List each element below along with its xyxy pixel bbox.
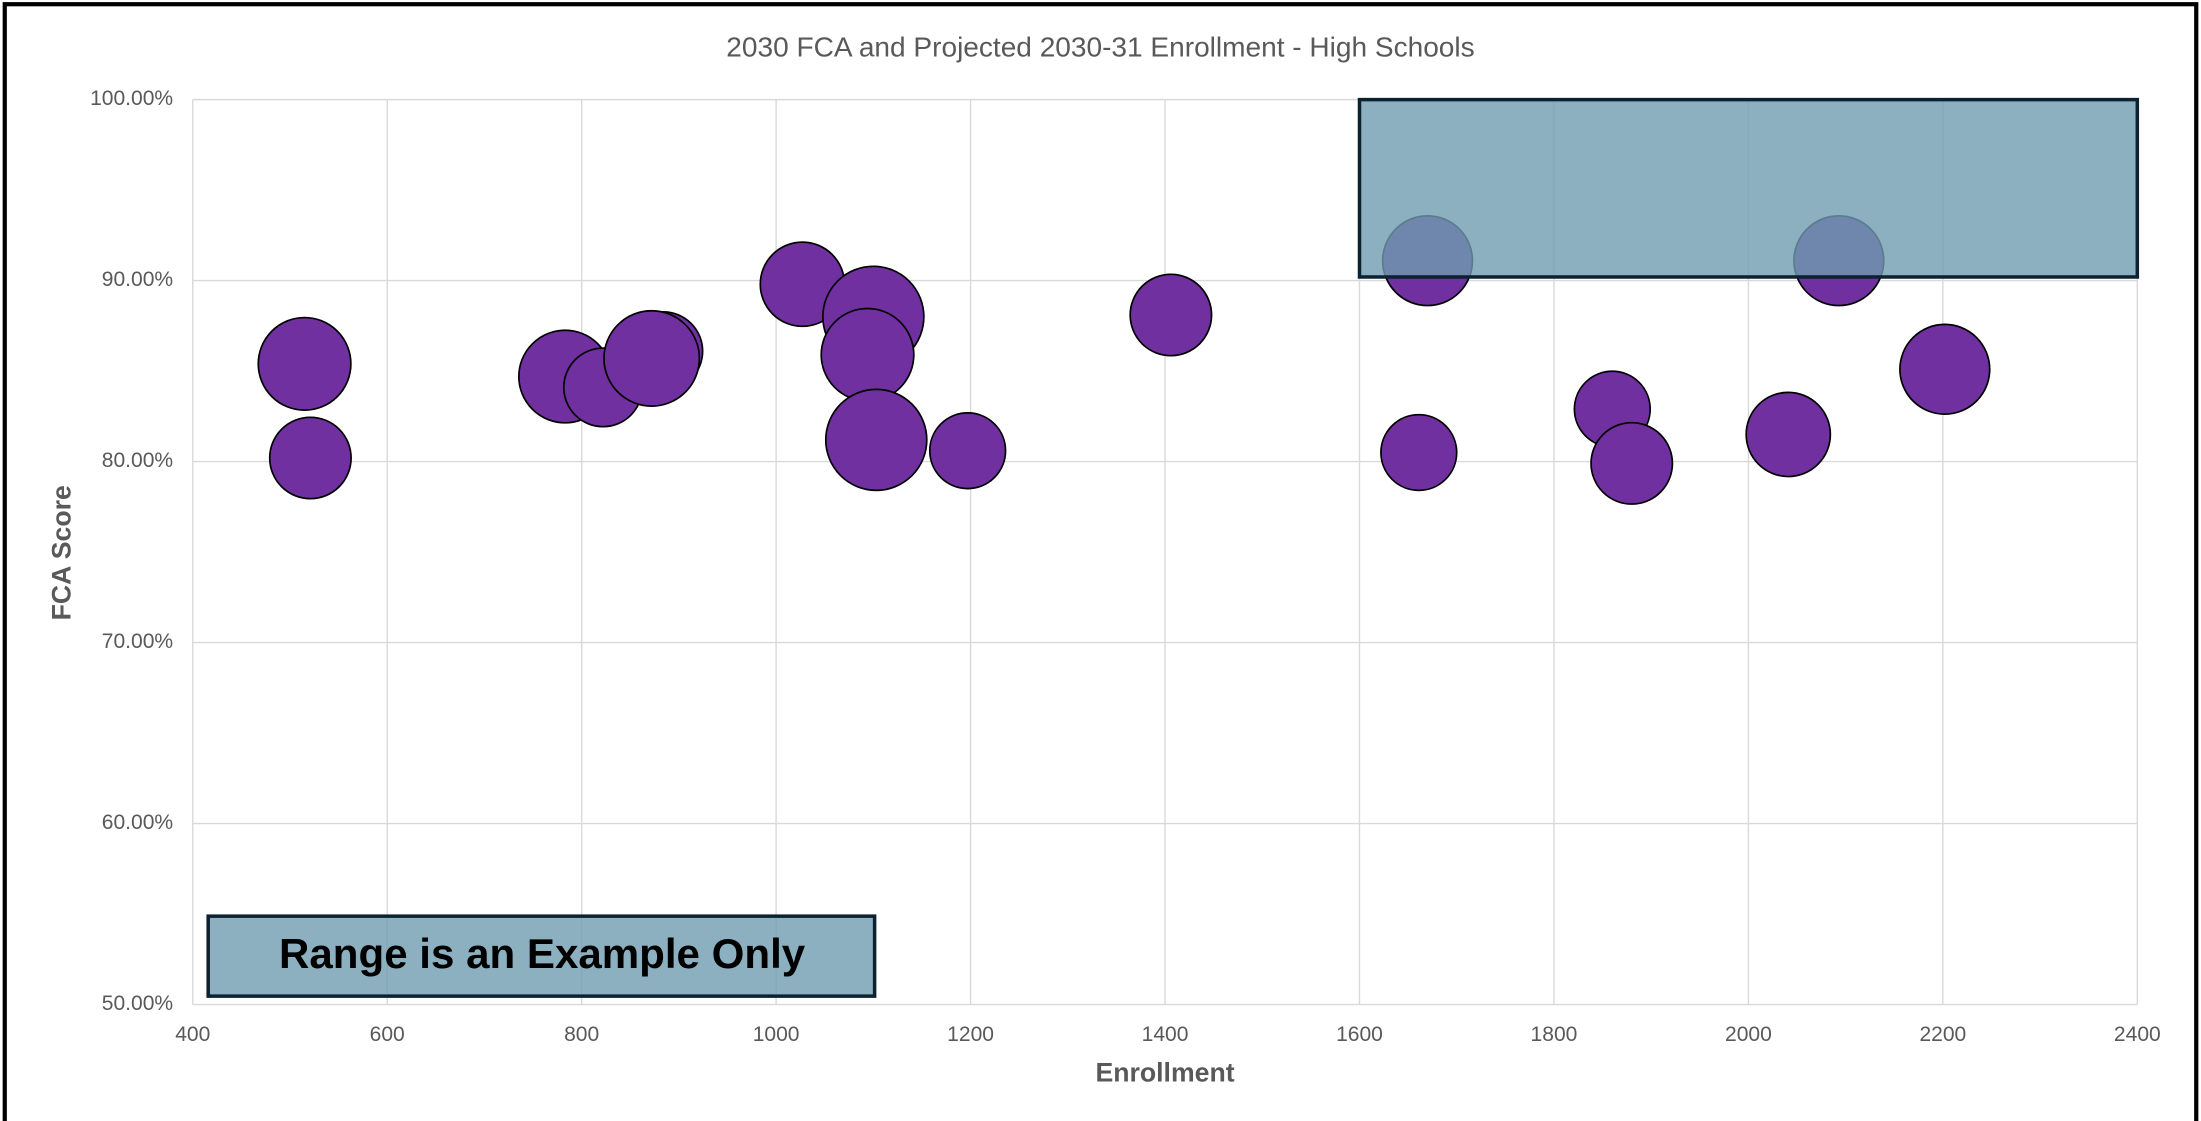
y-tick-label: 70.00% [102, 630, 173, 653]
bubble [603, 309, 701, 407]
x-tick-label: 400 [175, 1023, 210, 1046]
y-tick-label: 50.00% [102, 992, 173, 1015]
y-axis-label: FCA Score [47, 485, 77, 620]
bubble [268, 416, 352, 500]
bubble [928, 412, 1007, 490]
bubble [1899, 323, 1991, 416]
x-tick-label: 1400 [1142, 1023, 1189, 1046]
y-tick-label: 60.00% [102, 811, 173, 834]
bubble [820, 307, 915, 402]
x-tick-label: 1800 [1531, 1023, 1578, 1046]
x-tick-label: 2200 [1919, 1023, 1966, 1046]
x-tick-label: 600 [370, 1023, 405, 1046]
annotation: Range is an Example Only [279, 930, 806, 977]
x-tick-label: 800 [564, 1023, 599, 1046]
x-axis-label: Enrollment [1095, 1058, 1234, 1088]
bubble [1129, 273, 1213, 357]
x-tick-label: 1000 [753, 1023, 800, 1046]
x-tick-label: 2400 [2114, 1023, 2161, 1046]
y-tick-label: 90.00% [102, 268, 173, 291]
bubble [257, 316, 352, 411]
x-tick-label: 2000 [1725, 1023, 1772, 1046]
bubble [824, 388, 928, 492]
y-tick-label: 80.00% [102, 449, 173, 472]
bubble [1590, 421, 1674, 505]
bubble [1745, 391, 1832, 478]
bubble [1380, 413, 1458, 492]
annotation-box [206, 914, 877, 998]
highlight-range [1357, 97, 2140, 279]
y-tick-label: 100.00% [90, 87, 173, 110]
chart-title: 2030 FCA and Projected 2030-31 Enrollmen… [726, 32, 1474, 63]
x-tick-label: 1200 [947, 1023, 994, 1046]
x-tick-label: 1600 [1336, 1023, 1383, 1046]
